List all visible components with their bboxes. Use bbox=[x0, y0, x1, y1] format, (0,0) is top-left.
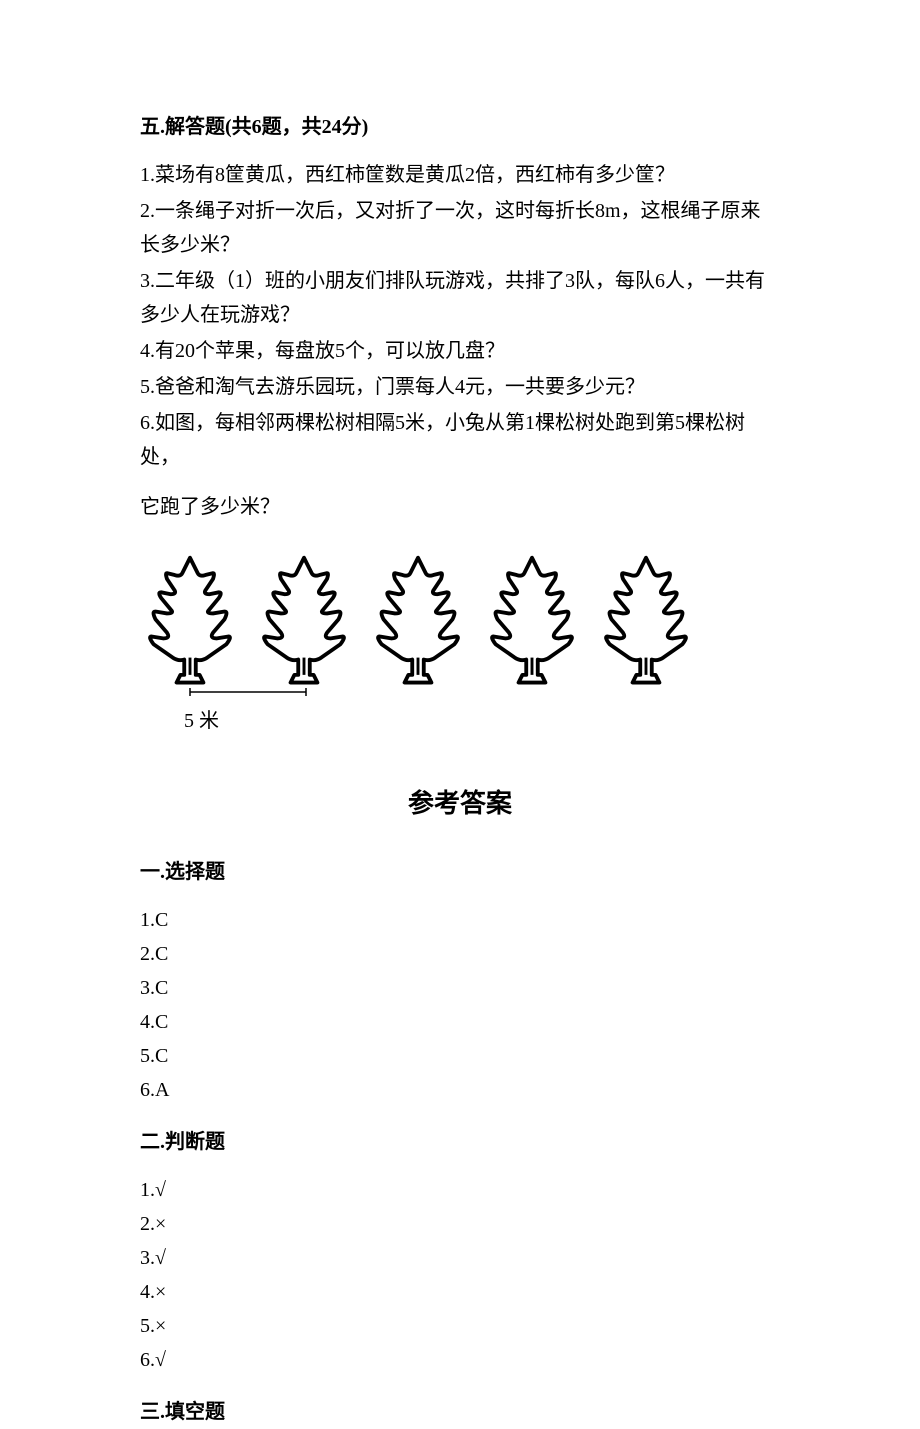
answer-item: 5.× bbox=[140, 1309, 780, 1343]
measure-bracket bbox=[142, 686, 702, 700]
answer-item: 4.× bbox=[140, 1275, 780, 1309]
question-3: 3.二年级（1）班的小朋友们排队玩游戏，共排了3队，每队6人，一共有多少人在玩游… bbox=[140, 264, 780, 332]
tree-icon bbox=[256, 552, 352, 686]
answer-item: 2.× bbox=[140, 1207, 780, 1241]
question-2: 2.一条绳子对折一次后，又对折了一次，这时每折长8m，这根绳子原来长多少米？ bbox=[140, 194, 780, 262]
answer-item: 4.C bbox=[140, 1005, 780, 1039]
trees-figure: 5 米 bbox=[140, 552, 780, 738]
measure-label: 5 米 bbox=[140, 704, 780, 738]
answer-section-1-heading: 一.选择题 bbox=[140, 855, 780, 889]
answer-item: 6.A bbox=[140, 1073, 780, 1107]
trees-row bbox=[140, 552, 780, 686]
answer-item: 1.√ bbox=[140, 1173, 780, 1207]
tree-icon bbox=[484, 552, 580, 686]
answer-item: 3.√ bbox=[140, 1241, 780, 1275]
answer-section-3-heading: 三.填空题 bbox=[140, 1395, 780, 1429]
answer-item: 5.C bbox=[140, 1039, 780, 1073]
question-5: 5.爸爸和淘气去游乐园玩，门票每人4元，一共要多少元？ bbox=[140, 370, 780, 404]
tree-icon bbox=[370, 552, 466, 686]
question-1: 1.菜场有8筐黄瓜，西红柿筐数是黄瓜2倍，西红柿有多少筐？ bbox=[140, 158, 780, 192]
answers-title: 参考答案 bbox=[140, 782, 780, 826]
question-6: 6.如图，每相邻两棵松树相隔5米，小兔从第1棵松树处跑到第5棵松树处， bbox=[140, 406, 780, 474]
answer-section-2-heading: 二.判断题 bbox=[140, 1125, 780, 1159]
tree-icon bbox=[142, 552, 238, 686]
section5-heading: 五.解答题(共6题，共24分) bbox=[140, 110, 780, 144]
answer-item: 1.C bbox=[140, 903, 780, 937]
answer-item: 6.√ bbox=[140, 1343, 780, 1377]
tree-icon bbox=[598, 552, 694, 686]
answer-item: 2.C bbox=[140, 937, 780, 971]
question-6-cont: 它跑了多少米？ bbox=[140, 490, 780, 524]
question-4: 4.有20个苹果，每盘放5个，可以放几盘？ bbox=[140, 334, 780, 368]
answer-item: 3.C bbox=[140, 971, 780, 1005]
